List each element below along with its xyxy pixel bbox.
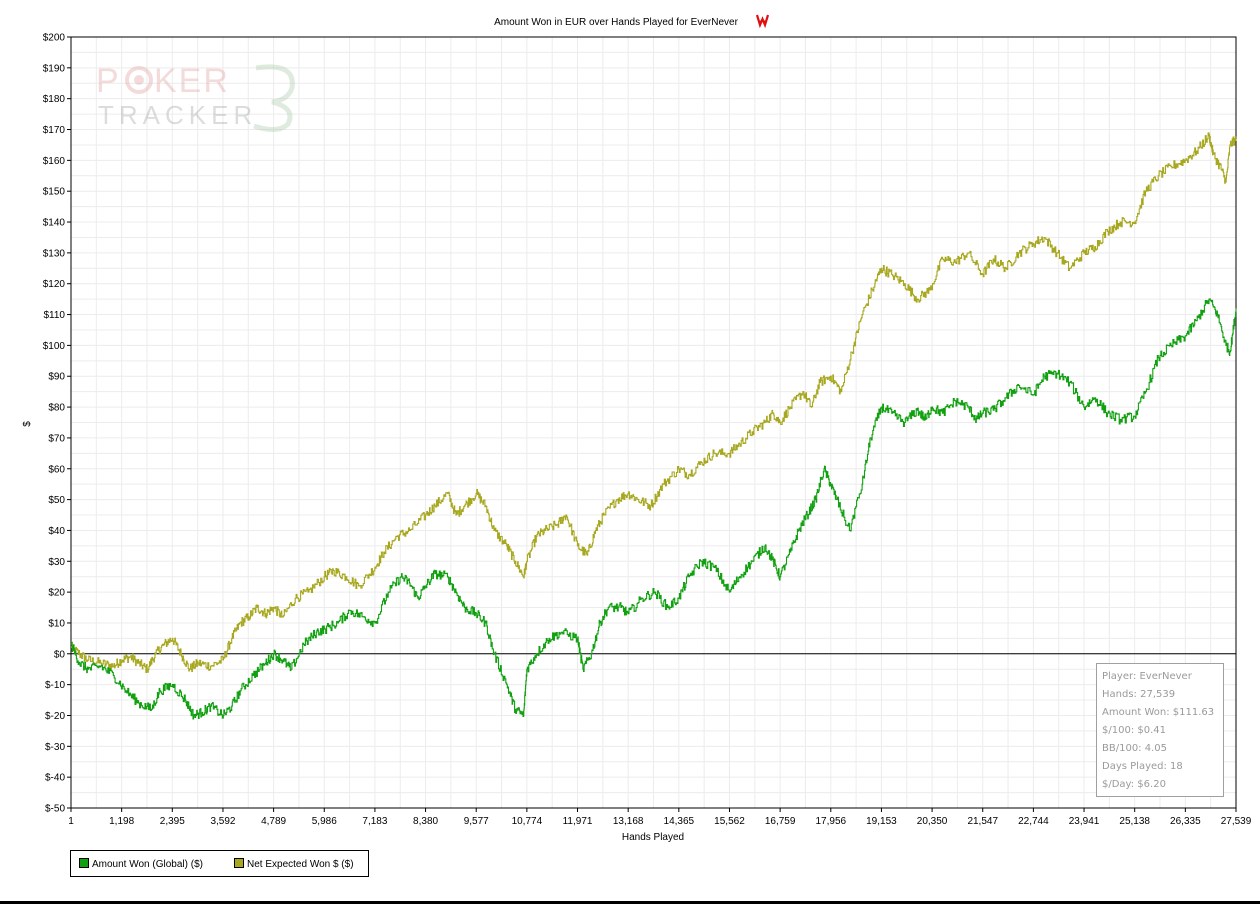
series-layer xyxy=(71,132,1237,720)
player-stats-box: Player: EverNever Hands: 27,539 Amount W… xyxy=(1096,663,1224,797)
pokerstars-logo-icon xyxy=(755,14,770,29)
y-tick-label: $140 xyxy=(43,218,66,229)
x-tick-label: 1,198 xyxy=(109,816,134,827)
y-tick-label: $130 xyxy=(43,248,66,259)
x-axis-label: Hands Played xyxy=(622,832,684,843)
stat-per-100: $/100: $0.41 xyxy=(1102,725,1166,736)
x-tick-label: 15,562 xyxy=(714,816,745,827)
y-tick-label: $-10 xyxy=(45,680,65,691)
y-tick-label: $-40 xyxy=(45,773,65,784)
y-tick-label: $100 xyxy=(43,341,66,352)
axis-layer: $-50 $-40 $-30 $-20 $-10 $0 $10 $20 $30 $40 $50 $60… xyxy=(43,33,1252,828)
x-tick-label: 23,941 xyxy=(1069,816,1100,827)
svg-text:TRACKER: TRACKER xyxy=(98,100,257,130)
x-tick-label: 1 xyxy=(68,816,74,827)
stat-amount-won: Amount Won: $111.63 xyxy=(1102,707,1215,718)
legend-swatch-olive xyxy=(234,858,244,868)
grid-layer xyxy=(70,36,1237,809)
legend-label-amount-won: Amount Won (Global) ($) xyxy=(92,859,203,870)
x-tick-label: 16,759 xyxy=(765,816,796,827)
y-tick-label: $-20 xyxy=(45,711,65,722)
y-tick-label: $190 xyxy=(43,63,66,74)
x-tick-label: 27,539 xyxy=(1221,816,1252,827)
chart-title: Amount Won in EUR over Hands Played for … xyxy=(494,17,738,28)
x-tick-label: 17,956 xyxy=(815,816,846,827)
y-tick-label: $70 xyxy=(48,433,65,444)
y-tick-label: $10 xyxy=(48,618,65,629)
y-tick-label: $40 xyxy=(48,526,65,537)
plot-area-border xyxy=(70,36,1237,809)
x-tick-label: 21,547 xyxy=(967,816,998,827)
y-tick-label: $80 xyxy=(48,403,65,414)
legend-label-net-expected: Net Expected Won $ ($) xyxy=(247,859,354,870)
svg-text:KER: KER xyxy=(154,62,230,100)
y-tick-label: $0 xyxy=(54,649,66,660)
y-tick-label: $-50 xyxy=(45,804,65,815)
stat-days-played: Days Played: 18 xyxy=(1102,761,1183,772)
stat-hands: Hands: 27,539 xyxy=(1102,689,1176,700)
x-tick-label: 26,335 xyxy=(1170,816,1201,827)
svg-text:P: P xyxy=(96,62,121,100)
x-tick-label: 4,789 xyxy=(261,816,286,827)
y-axis-label: $ xyxy=(22,421,33,427)
x-tick-label: 9,577 xyxy=(464,816,489,827)
y-tick-label: $120 xyxy=(43,279,66,290)
y-tick-label: $110 xyxy=(43,310,65,321)
y-tick-label: $30 xyxy=(48,557,65,568)
stat-per-day: $/Day: $6.20 xyxy=(1102,779,1166,790)
x-tick-label: 22,744 xyxy=(1018,816,1049,827)
y-tick-label: $150 xyxy=(43,187,66,198)
y-tick-label: $50 xyxy=(48,495,65,506)
y-tick-label: $-30 xyxy=(45,742,65,753)
chart-legend: Amount Won (Global) ($) Net Expected Won… xyxy=(70,850,369,877)
legend-item-net-expected: Net Expected Won $ ($) xyxy=(234,858,354,870)
y-tick-label: $200 xyxy=(43,33,66,44)
legend-swatch-green xyxy=(79,858,89,868)
x-tick-label: 2,395 xyxy=(160,816,185,827)
x-tick-label: 11,971 xyxy=(563,816,593,827)
stat-player: Player: EverNever xyxy=(1102,671,1192,682)
x-tick-label: 25,138 xyxy=(1119,816,1150,827)
x-tick-label: 7,183 xyxy=(362,816,387,827)
window-bottom-border xyxy=(0,901,1260,904)
y-tick-label: $20 xyxy=(48,588,65,599)
y-tick-label: $170 xyxy=(43,125,66,136)
series-line-net-expected-won xyxy=(71,132,1237,673)
y-tick-label: $60 xyxy=(48,464,65,475)
x-tick-label: 3,592 xyxy=(210,816,235,827)
x-tick-label: 19,153 xyxy=(866,816,897,827)
x-tick-label: 20,350 xyxy=(917,816,948,827)
y-tick-label: $160 xyxy=(43,156,66,167)
series-line-amount-won xyxy=(71,298,1237,720)
y-tick-label: $90 xyxy=(48,372,65,383)
y-tick-label: $180 xyxy=(43,94,66,105)
poker-tracker-logo-icon: P KER TRACKER xyxy=(96,58,306,134)
stat-bb-100: BB/100: 4.05 xyxy=(1102,743,1167,754)
x-tick-label: 13,168 xyxy=(613,816,644,827)
x-tick-label: 14,365 xyxy=(664,816,695,827)
x-tick-label: 8,380 xyxy=(413,816,438,827)
x-tick-label: 5,986 xyxy=(312,816,337,827)
x-tick-label: 10,774 xyxy=(512,816,543,827)
legend-item-amount-won: Amount Won (Global) ($) xyxy=(79,858,203,870)
